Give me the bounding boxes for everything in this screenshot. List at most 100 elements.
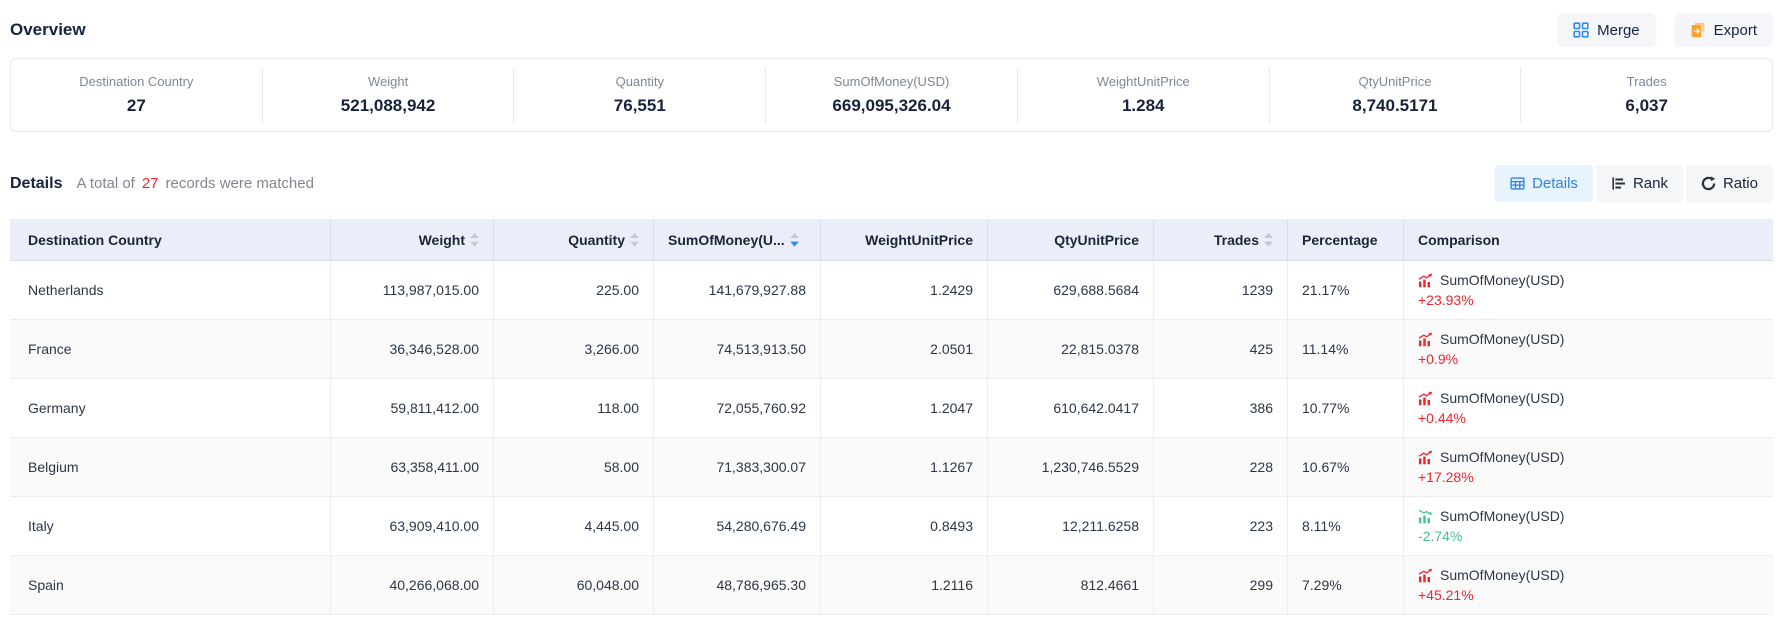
cell-qty_unit_price: 12,211.6258 — [987, 497, 1153, 555]
stat-value: 521,088,942 — [340, 96, 436, 115]
merge-button-label: Merge — [1597, 21, 1640, 39]
trend-up-icon — [1418, 273, 1433, 288]
overview-card: Destination Country 27 Weight 521,088,94… — [10, 58, 1773, 132]
column-header-percentage: Percentage — [1287, 219, 1403, 260]
cell-weight_unit_price: 1.1267 — [820, 438, 987, 496]
view-tab-ratio[interactable]: Ratio — [1685, 165, 1773, 202]
comparison-metric: SumOfMoney(USD) — [1418, 390, 1564, 406]
export-button-label: Export — [1713, 21, 1757, 39]
cell-value: 21.17% — [1302, 282, 1350, 298]
cell-value: 299 — [1249, 577, 1273, 593]
table-row: Germany 59,811,412.00 118.00 72,055,760.92 1… — [10, 379, 1773, 438]
cell-value: Netherlands — [28, 282, 104, 298]
cell-trades: 228 — [1153, 438, 1287, 496]
stat-label: SumOfMoney(USD) — [833, 74, 950, 89]
cell-value: 225.00 — [596, 282, 639, 298]
trend-up-icon — [1418, 391, 1433, 406]
column-header-weight_unit_price: WeightUnitPrice — [820, 219, 987, 260]
sort-icon — [1264, 233, 1273, 247]
cell-quantity: 58.00 — [493, 438, 653, 496]
cell-value: 48,786,965.30 — [716, 577, 806, 593]
column-header-quantity[interactable]: Quantity — [493, 219, 653, 260]
cell-value: 3,266.00 — [584, 341, 640, 357]
details-table: Destination Country Weight Quantity SumOfMo… — [10, 219, 1773, 621]
cell-weight_unit_price: 1.2116 — [820, 556, 987, 614]
view-tab-details[interactable]: Details — [1495, 165, 1593, 202]
overview-stat: Weight 521,088,942 — [261, 67, 514, 123]
cell-weight: 113,987,015.00 — [330, 261, 493, 319]
cell-country: Belgium — [10, 438, 330, 496]
cell-country: Germany — [10, 379, 330, 437]
overview-stat: WeightUnitPrice 1.284 — [1016, 67, 1269, 123]
comparison-label: SumOfMoney(USD) — [1440, 390, 1565, 406]
cell-value: 58.00 — [603, 459, 639, 475]
view-tab-rank[interactable]: Rank — [1595, 165, 1683, 202]
cell-value: 60,048.00 — [576, 577, 639, 593]
column-header-sum_of_money[interactable]: SumOfMoney(U... — [653, 219, 820, 260]
stat-value: 76,551 — [613, 96, 666, 115]
cell-value: Italy — [28, 518, 54, 534]
cell-quantity: 225.00 — [493, 261, 653, 319]
sort-icon — [630, 233, 639, 247]
match-prefix: A total of — [76, 174, 135, 192]
cell-weight: 59,811,412.00 — [330, 379, 493, 437]
table-row: Netherlands 113,987,015.00 225.00 141,679,9… — [10, 261, 1773, 320]
cell-trades: 386 — [1153, 379, 1287, 437]
comparison-metric: SumOfMoney(USD) — [1418, 508, 1564, 524]
cell-value: Germany — [28, 400, 86, 416]
cell-value: 386 — [1249, 400, 1273, 416]
view-switch: Details Rank Ratio — [1495, 165, 1773, 202]
cell-comparison: SumOfMoney(USD) +0.44% — [1403, 379, 1773, 437]
cell-trades: 223 — [1153, 497, 1287, 555]
cell-comparison: SumOfMoney(USD) +23.93% — [1403, 261, 1773, 319]
trend-up-icon — [1418, 450, 1433, 465]
cell-weight: 36,346,528.00 — [330, 320, 493, 378]
stat-value: 8,740.5171 — [1352, 96, 1438, 115]
cell-country: Italy — [10, 497, 330, 555]
cell-value: 0.8493 — [930, 518, 973, 534]
table-body: Netherlands 113,987,015.00 225.00 141,679,9… — [10, 261, 1773, 621]
column-header-trades[interactable]: Trades — [1153, 219, 1287, 260]
cell-value: 54,280,676.49 — [716, 518, 806, 534]
cell-qty_unit_price: 812.4661 — [987, 556, 1153, 614]
cell-value: Spain — [28, 577, 64, 593]
sort-icon — [789, 233, 799, 247]
cell-country: Spain — [10, 556, 330, 614]
cell-value: 22,815.0378 — [1061, 341, 1139, 357]
overview-stat: QtyUnitPrice 8,740.5171 — [1268, 67, 1521, 123]
cell-value: 40,266,068.00 — [389, 577, 479, 593]
page-title: Overview — [10, 20, 86, 39]
cell-value: 1.2429 — [930, 282, 973, 298]
view-tab-label: Ratio — [1722, 175, 1758, 192]
view-tab-label: Details — [1532, 175, 1578, 192]
cell-percentage: 11.14% — [1287, 320, 1403, 378]
cell-weight_unit_price: 1.2429 — [820, 261, 987, 319]
cell-percentage: 21.17% — [1287, 261, 1403, 319]
table-row: France 36,346,528.00 3,266.00 74,513,913.50… — [10, 320, 1773, 379]
cell-qty_unit_price: 610,642.0417 — [987, 379, 1153, 437]
cell-value: 610,642.0417 — [1053, 400, 1139, 416]
match-text: A total of 27 records were matched — [76, 175, 313, 192]
table-row: Spain 40,266,068.00 60,048.00 48,786,965.30… — [10, 556, 1773, 615]
table-icon — [1510, 176, 1525, 191]
match-count: 27 — [141, 174, 159, 192]
overview-stat: Trades 6,037 — [1520, 67, 1772, 123]
cell-country: France — [10, 320, 330, 378]
cell-value: 228 — [1249, 459, 1273, 475]
cell-value: 629,688.5684 — [1053, 282, 1139, 298]
cell-percentage: 8.11% — [1287, 497, 1403, 555]
comparison-change: +45.21% — [1418, 587, 1474, 603]
column-header-weight[interactable]: Weight — [330, 219, 493, 260]
comparison-label: SumOfMoney(USD) — [1440, 567, 1565, 583]
export-button[interactable]: Export — [1673, 13, 1773, 47]
cell-quantity: 60,048.00 — [493, 556, 653, 614]
column-header-label: Trades — [1213, 231, 1259, 248]
merge-button[interactable]: Merge — [1557, 13, 1656, 47]
cell-weight: 63,358,411.00 — [330, 438, 493, 496]
cell-value: 12,211.6258 — [1062, 518, 1139, 534]
cell-weight_unit_price: 1.2047 — [820, 379, 987, 437]
cell-comparison: SumOfMoney(USD) +0.9% — [1403, 320, 1773, 378]
stat-label: Trades — [1626, 74, 1667, 89]
column-header-country: Destination Country — [10, 219, 330, 260]
cell-value: 72,055,760.92 — [716, 400, 806, 416]
